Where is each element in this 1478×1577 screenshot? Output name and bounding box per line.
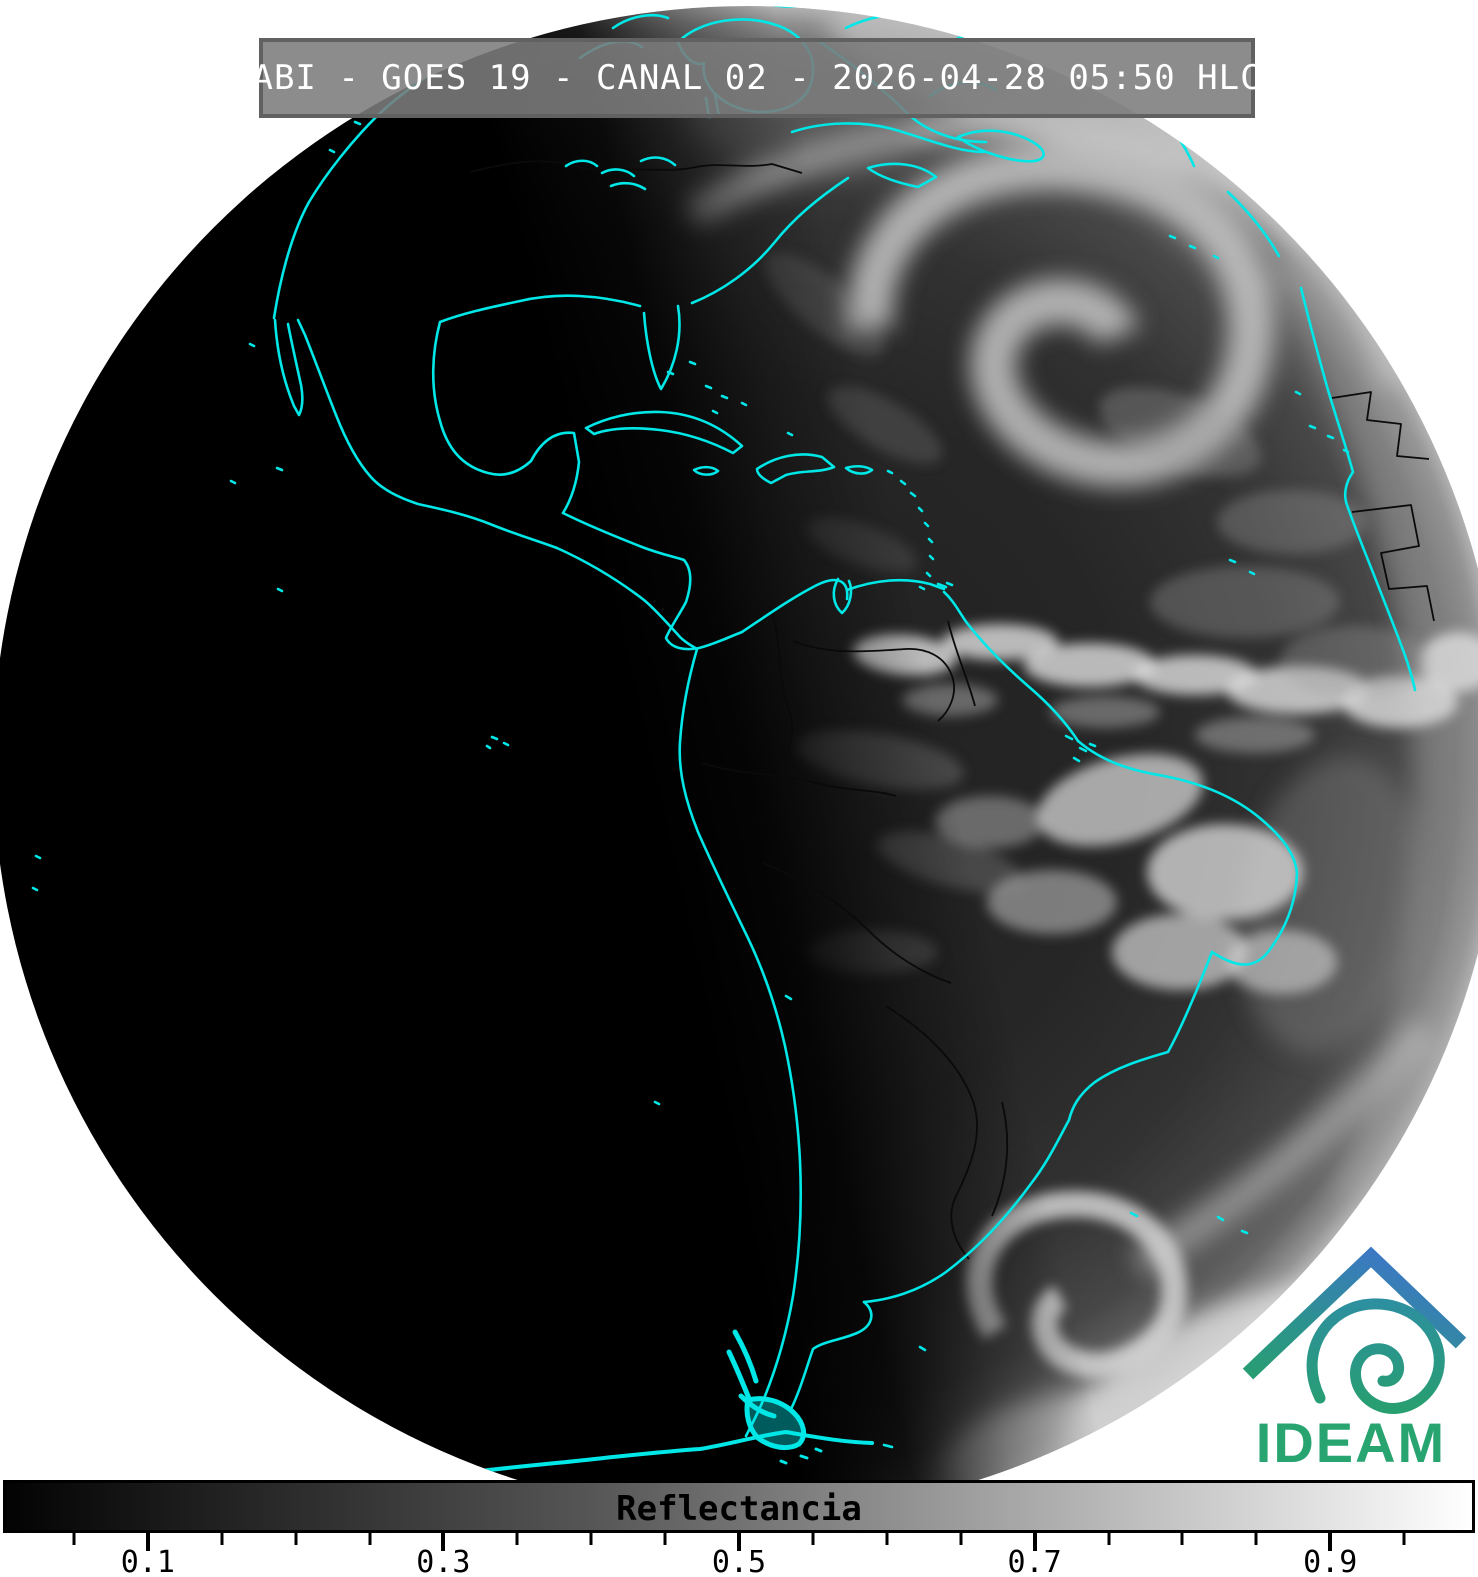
colorbar-ticks: 0.1 0.3 0.5 0.7 0.9 [0,1533,1478,1577]
colorbar-tick [885,1533,889,1545]
border-africa-north [1331,391,1430,460]
coastline-africa-west [1168,234,1417,692]
colorbar-tick [220,1533,224,1545]
colorbar-tick-label: 0.9 [1303,1545,1358,1577]
colorbar-tick [294,1533,298,1545]
ideam-logo: IDEAM [1242,1246,1467,1474]
colorbar-tick [959,1533,963,1545]
coastline-puerto-rico [844,464,874,475]
colorbar-tick-label: 0.5 [711,1545,767,1577]
coastline-central-america [555,511,744,651]
colorbar-tick [1402,1533,1406,1545]
colorbar-tick [515,1533,519,1545]
coastline-galapagos [485,735,510,750]
coastline-baja-california [273,318,304,417]
coastline-south-america-west [485,647,803,1438]
night-terminator [0,6,1478,1480]
ideam-mountain-icon [1242,1246,1467,1380]
title-text: ABI - GOES 19 - CANAL 02 - 2026-04-28 05… [252,58,1262,98]
colorbar-tick-label: 0.1 [120,1545,175,1577]
coastline-rio-de-la-plata [789,1300,873,1411]
coastline-us-east [642,176,850,391]
coastline-hispaniola [755,453,836,485]
coastline-lesser-antilles [886,469,948,591]
colorbar: Reflectancia 0.1 0.3 0.5 0.7 0.9 [0,1480,1478,1577]
coastline-gulf-of-mexico [431,294,642,515]
colorbar-tick [368,1533,371,1545]
title-bar: ABI - GOES 19 - CANAL 02 - 2026-04-28 05… [252,38,1261,118]
colorbar-title: Reflectancia [616,1489,862,1529]
coastline-cuba [584,410,744,455]
coastline-jamaica [692,465,720,476]
satellite-globe: IDEAM [0,6,1478,1480]
colorbar-tick [1328,1533,1333,1551]
colorbar-tick [663,1533,667,1545]
colorbar-tick [72,1533,76,1545]
coastline-canary-islands [1294,390,1350,454]
coastline-antarctic-peninsula [400,1100,1249,1480]
coastline-caribbean-islands [584,360,948,591]
colorbar-tick [589,1533,593,1545]
colorbar-tick [1032,1533,1037,1551]
colorbar-gradient: Reflectancia [3,1480,1475,1533]
country-borders [469,160,1435,1260]
colorbar-tick [1254,1533,1258,1545]
border-africa-west [1351,504,1435,622]
coastline-brazil-east [784,739,1299,1411]
coastline-azores [1168,234,1220,260]
coastline-mexico-pacific [31,54,559,892]
ideam-logo-text: IDEAM [1256,1411,1446,1474]
colorbar-tick-label: 0.3 [416,1545,471,1577]
colorbar-tick [811,1533,815,1545]
coastline-south-america-north [740,577,1097,763]
ideam-cyclone-swirl-icon [1306,1298,1445,1414]
colorbar-tick [145,1533,150,1551]
coastline-bahamas [666,360,794,437]
colorbar-tick [1107,1533,1110,1545]
colorbar-tick [1180,1533,1184,1545]
coastline-great-lakes [564,156,677,191]
border-us-canada [469,160,803,174]
colorbar-tick [737,1533,741,1551]
colorbar-tick-label: 0.7 [1007,1545,1062,1577]
colorbar-tick [441,1533,446,1551]
